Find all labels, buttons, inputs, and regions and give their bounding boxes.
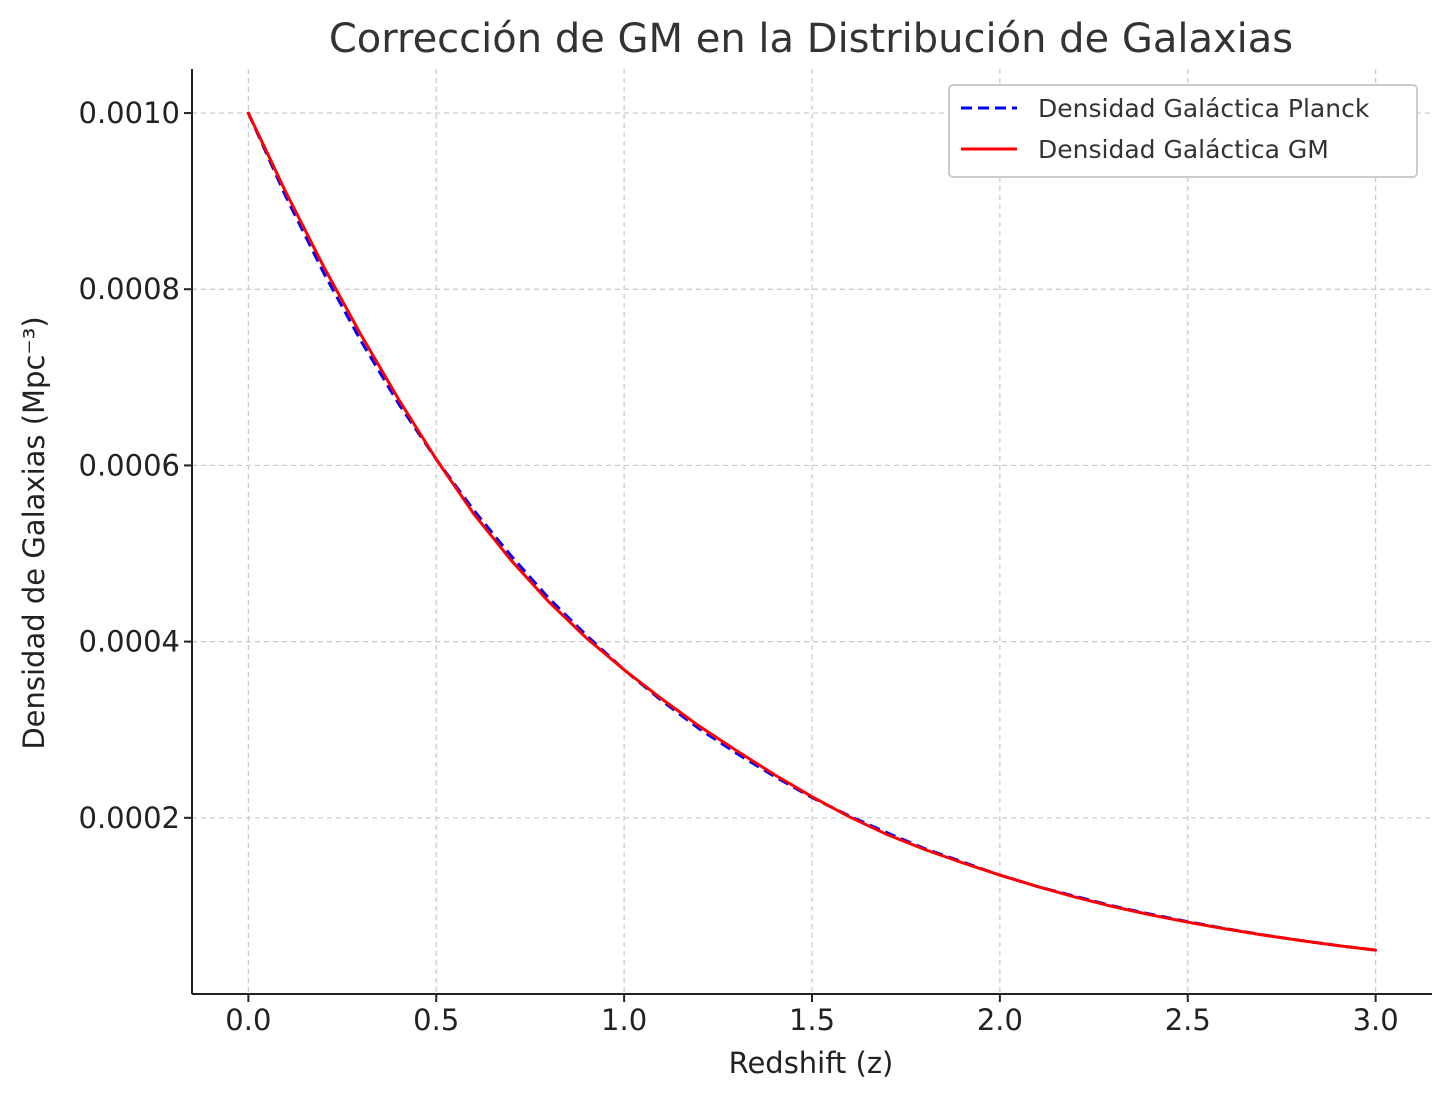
x-tick-label: 1.0 xyxy=(601,1003,647,1037)
y-tick-label: 0.0010 xyxy=(79,96,180,130)
x-tick-label: 0.0 xyxy=(225,1003,271,1037)
x-tick-label: 2.5 xyxy=(1165,1003,1211,1037)
y-tick-label: 0.0008 xyxy=(79,272,180,306)
x-axis-ticks: 0.0 0.5 1.0 1.5 2.0 2.5 3.0 xyxy=(225,994,1399,1037)
legend-frame xyxy=(948,84,1418,178)
grid xyxy=(192,69,1432,994)
y-tick-label: 0.0006 xyxy=(79,448,180,482)
y-tick-label: 0.0004 xyxy=(79,625,180,659)
x-tick-label: 3.0 xyxy=(1353,1003,1399,1037)
legend: Densidad Galáctica Planck Densidad Galác… xyxy=(948,84,1418,178)
series-lines xyxy=(246,111,1378,952)
legend-label-gm: Densidad Galáctica GM xyxy=(1038,135,1329,164)
chart-title: Corrección de GM en la Distribución de G… xyxy=(329,16,1293,62)
series-line-gm xyxy=(246,111,1378,952)
x-tick-label: 1.5 xyxy=(789,1003,835,1037)
x-axis-label: Redshift (z) xyxy=(729,1046,894,1080)
y-axis-ticks: 0.0002 0.0004 0.0006 0.0008 0.0010 xyxy=(79,96,192,835)
x-tick-label: 2.0 xyxy=(977,1003,1023,1037)
legend-label-planck: Densidad Galáctica Planck xyxy=(1038,94,1370,123)
y-axis-label: Densidad de Galaxias (Mpc⁻³) xyxy=(17,316,51,749)
y-tick-label: 0.0002 xyxy=(79,801,180,835)
x-tick-label: 0.5 xyxy=(413,1003,459,1037)
